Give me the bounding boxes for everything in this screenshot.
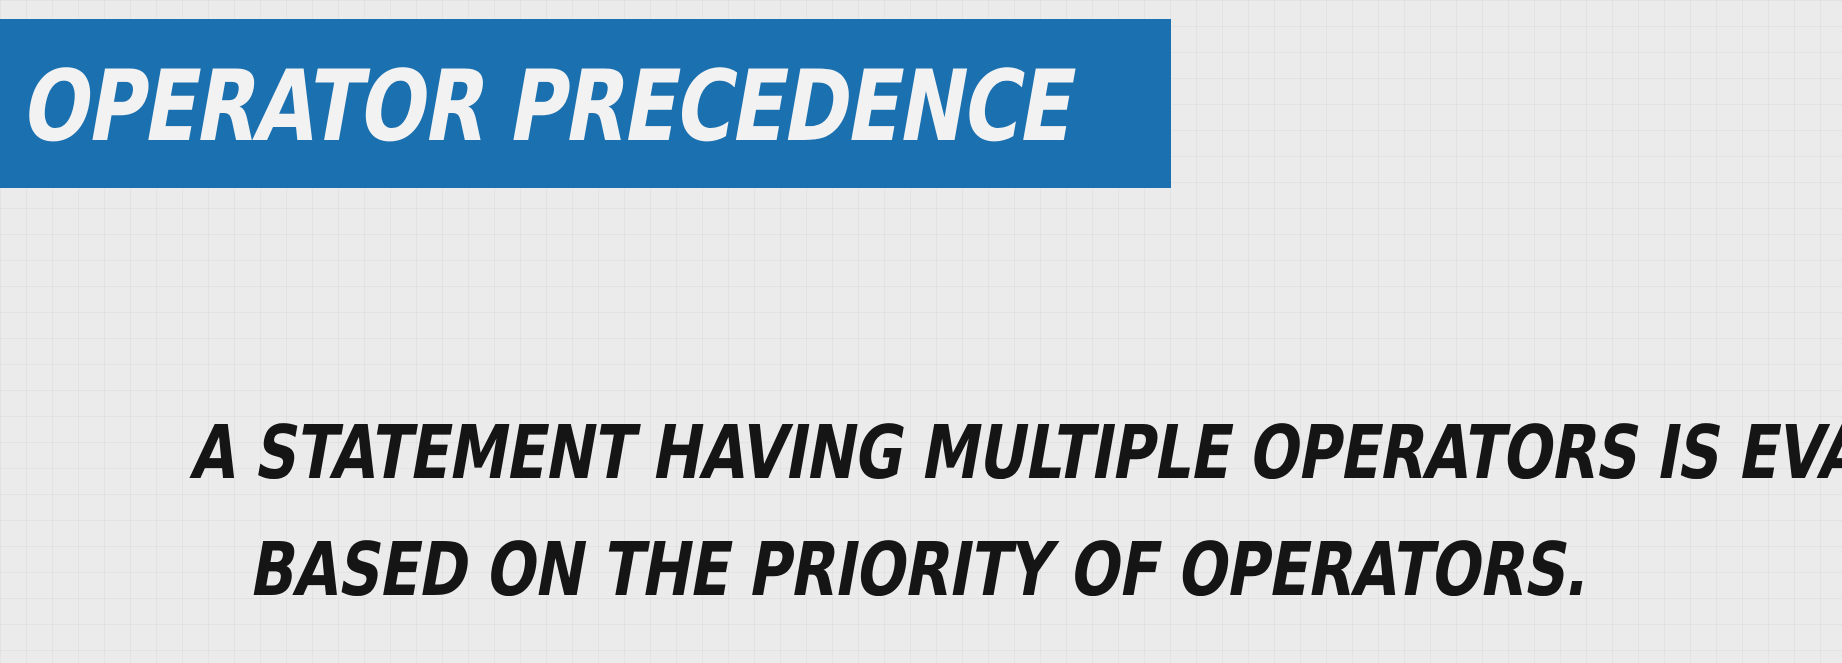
body-line-1: A STATEMENT HAVING MULTIPLE OPERATORS IS… [185,410,1842,496]
title-banner: OPERATOR PRECEDENCE [0,19,1171,188]
body-line-2: BASED ON THE PRIORITY OF OPERATORS. [245,527,1598,613]
slide-title: OPERATOR PRECEDENCE [15,49,1084,164]
slide-body: A STATEMENT HAVING MULTIPLE OPERATORS IS… [0,395,1842,629]
